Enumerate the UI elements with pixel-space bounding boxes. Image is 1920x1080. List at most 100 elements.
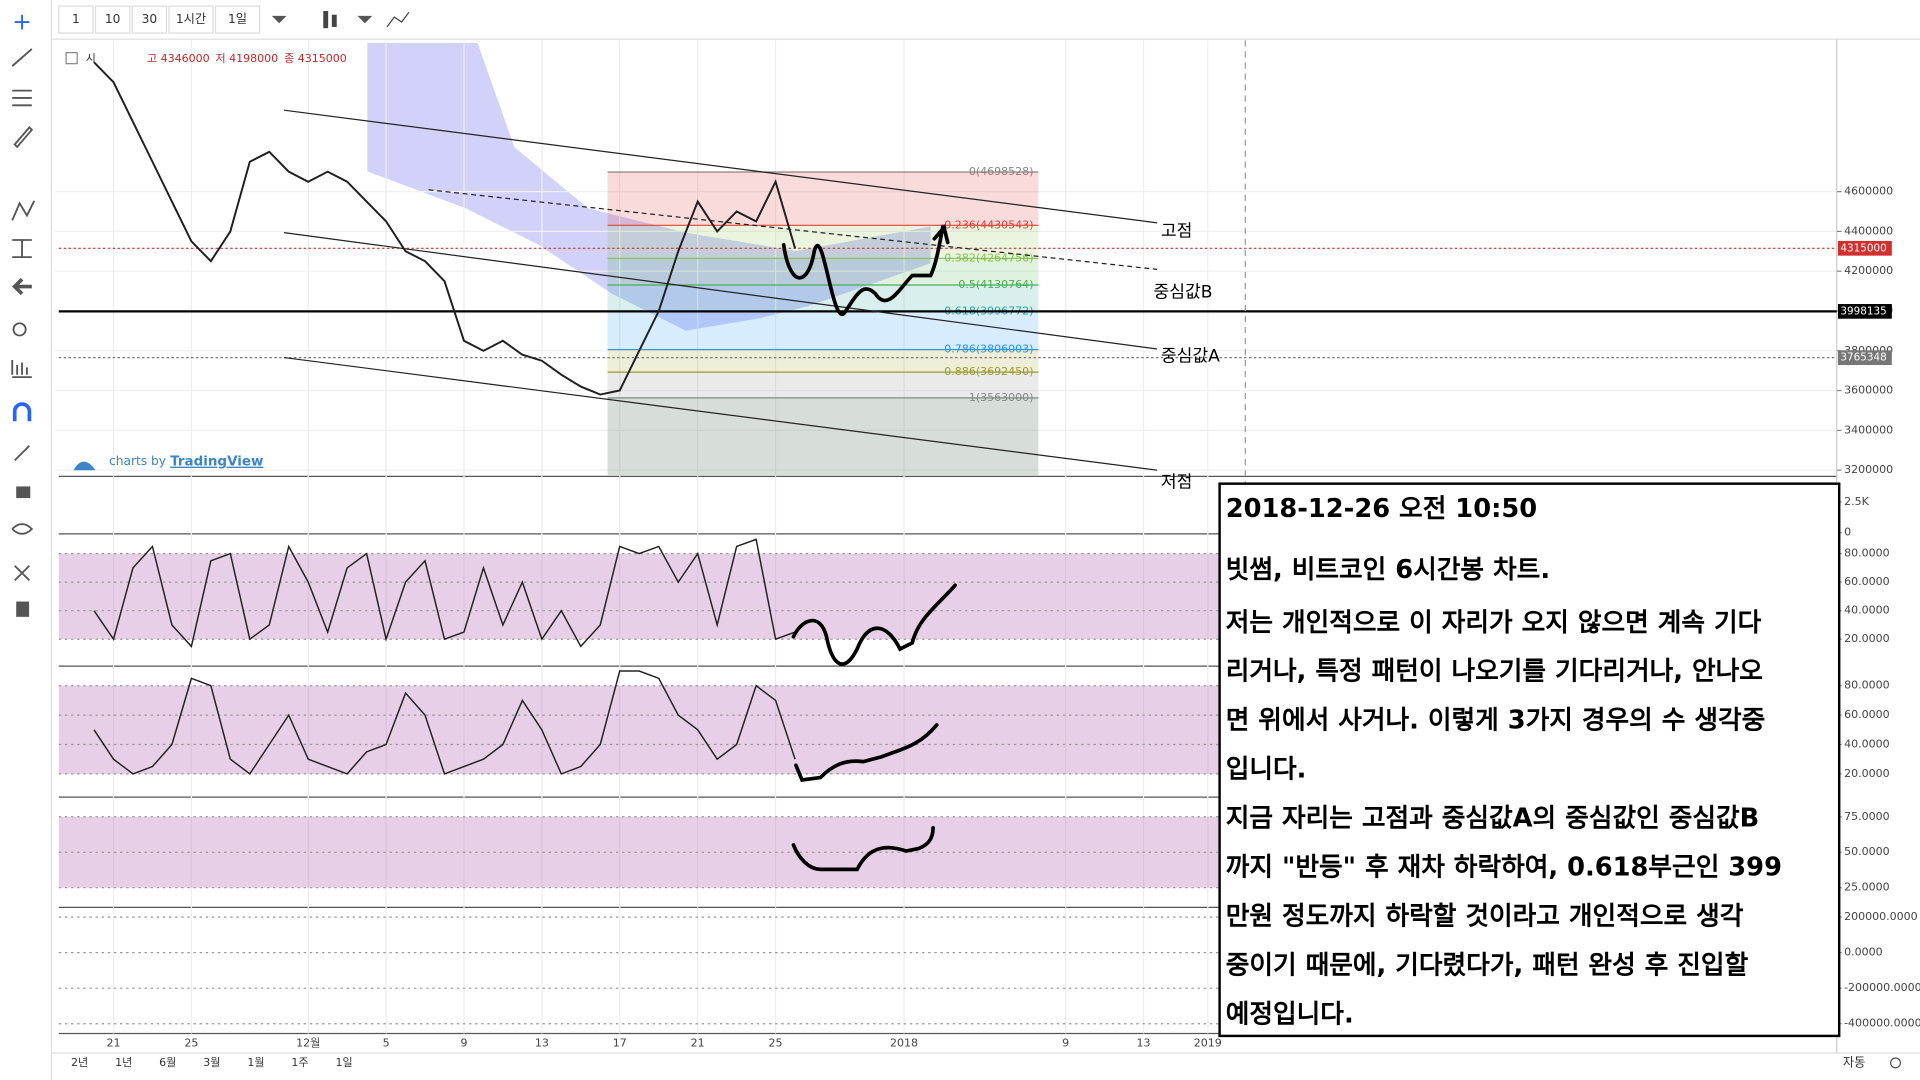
x-tick-label: 2019 (1194, 1036, 1222, 1049)
crosshair-tool[interactable] (14, 14, 30, 30)
hide-tool[interactable] (11, 523, 34, 535)
brush-tool[interactable] (13, 125, 34, 149)
price-tag (1837, 303, 1892, 319)
y-tick-label: 75.0000 (1844, 810, 1890, 823)
fib-zone (607, 284, 1039, 312)
x-tick-label: 21 (691, 1036, 705, 1049)
note-line: 중이기 때문에, 기다렸다가, 패턴 완성 후 진입할 (1226, 951, 1749, 981)
fib-label: 0.786(3806003) (944, 343, 1033, 356)
fib-label: 0(4698528) (969, 165, 1034, 178)
branding-link[interactable]: TradingView (170, 455, 263, 470)
interval-button[interactable] (131, 5, 168, 34)
range-button[interactable]: 1년 (115, 1056, 132, 1069)
y-tick-label: 25.0000 (1844, 881, 1890, 894)
back-tool[interactable] (12, 277, 32, 296)
tradingview-logo (73, 461, 96, 471)
trend-line (284, 109, 1158, 224)
legend-low: 저 4198000 (216, 52, 279, 65)
x-tick-label: 17 (613, 1036, 627, 1049)
fib-label: 0.5(4130764) (958, 278, 1033, 291)
branding-prefix: charts by (109, 454, 166, 468)
y-tick-label: 3200000 (1844, 463, 1893, 476)
range-button[interactable]: 1월 (247, 1056, 264, 1069)
chart-style-button[interactable] (323, 11, 329, 29)
note-line: 리거나, 특정 패턴이 나오기를 기다리거나, 안나오 (1226, 657, 1763, 687)
price-tag (1837, 240, 1892, 256)
settings-tool[interactable] (14, 565, 31, 582)
projection-sketch (781, 223, 950, 317)
interval-button[interactable] (94, 5, 131, 34)
annotation: 고점 (1161, 221, 1193, 241)
interval-button[interactable] (214, 5, 261, 34)
range-button[interactable]: 1일 (336, 1055, 353, 1069)
y-tick-label: 0 (1844, 526, 1851, 539)
note-box: 2018-12-26 오전 10:50 빗썸, 비트코인 6시간봉 차트. 저는… (1218, 482, 1841, 1038)
legend-open: 시 (86, 52, 96, 65)
fib-label: 0.886(3692450) (944, 365, 1033, 378)
y-tick-label: -400000.0000 (1844, 1017, 1920, 1030)
pattern-tool[interactable] (11, 200, 36, 221)
projection-sketch (794, 723, 939, 783)
y-tick-label: 50.0000 (1844, 845, 1890, 858)
note-body: 저는 개인적으로 이 자리가 오지 않으면 계속 기다리거나, 특정 패턴이 나… (1226, 608, 1782, 1030)
fib-zone (607, 397, 1039, 476)
interval-button[interactable] (58, 5, 94, 34)
y-tick-label: 80.0000 (1844, 679, 1890, 692)
fib-label: 0.236(4430543) (944, 218, 1033, 231)
range-button[interactable]: 6월 (159, 1056, 176, 1069)
magnet-tool[interactable] (12, 402, 32, 422)
interval-button[interactable] (168, 5, 214, 34)
y-tick-label: 3400000 (1844, 423, 1893, 436)
x-tick-label: 25 (184, 1036, 198, 1049)
bottom-bar: 자동 2년 1년 6월 3월 1월 1주 1일 (51, 1052, 1920, 1069)
y-tick-label: 40.0000 (1844, 737, 1890, 750)
x-tick-label: 13 (1137, 1036, 1151, 1049)
interval-label: 10 (105, 12, 121, 26)
legend-close: 종 4315000 (284, 52, 347, 65)
fib-zone (607, 372, 1039, 398)
projection-sketch (791, 825, 935, 872)
annotation: 저점 (1161, 472, 1193, 492)
trend-line-tool[interactable] (11, 48, 33, 67)
y-tick-label: 200000.0000 (1844, 910, 1918, 923)
y-tick-label: 4400000 (1844, 224, 1893, 237)
price-tag-label: 3998135 (1840, 305, 1886, 317)
series-line (93, 538, 796, 648)
note-line: 예정입니다. (1226, 1000, 1354, 1030)
range-button[interactable]: 1주 (291, 1056, 308, 1069)
trend-line (428, 189, 1158, 270)
y-tick-label: 4600000 (1844, 185, 1893, 198)
lock-tool[interactable] (16, 486, 31, 499)
auto-scale-button[interactable]: 자동 (1843, 1055, 1866, 1069)
annotation: 중심값A (1161, 346, 1220, 366)
measure-tool[interactable] (12, 239, 32, 259)
fib-label: 1(3563000) (969, 391, 1034, 404)
settings-button[interactable] (1890, 1057, 1902, 1069)
style-dropdown[interactable] (357, 15, 373, 24)
legend-toggle[interactable] (65, 52, 78, 65)
left-toolbar (11, 0, 53, 1080)
trend-line (284, 356, 1158, 471)
trash-tool[interactable] (16, 601, 30, 617)
note-title: 2018-12-26 오전 10:50 (1226, 494, 1537, 524)
range-button[interactable]: 3월 (203, 1056, 220, 1069)
y-tick-label: 4200000 (1844, 264, 1893, 277)
interval-dropdown[interactable] (271, 15, 287, 24)
trend-line (284, 232, 1158, 350)
indicators-button[interactable] (386, 11, 410, 28)
note-line: 면 위에서 사거나. 이렇게 3가지 경우의 수 생각중 (1226, 706, 1766, 736)
note-subtitle: 빗썸, 비트코인 6시간봉 차트. (1226, 555, 1550, 585)
note-frame (1218, 482, 1841, 1038)
projection-sketch (791, 583, 957, 666)
ruler-tool[interactable] (11, 360, 32, 379)
zoom-tool[interactable] (12, 322, 27, 337)
fib-zone (607, 349, 1039, 373)
interval-label: 30 (142, 12, 158, 26)
fib-tool[interactable] (12, 89, 32, 107)
range-button[interactable]: 2년 (71, 1056, 88, 1069)
note-line: 만원 정도까지 하락할 것이라고 개인적으로 생각 (1226, 902, 1744, 932)
lock-draw-tool[interactable] (14, 445, 31, 462)
y-tick-label: 3600000 (1844, 384, 1893, 397)
y-tick-label: -200000.0000 (1844, 981, 1920, 994)
